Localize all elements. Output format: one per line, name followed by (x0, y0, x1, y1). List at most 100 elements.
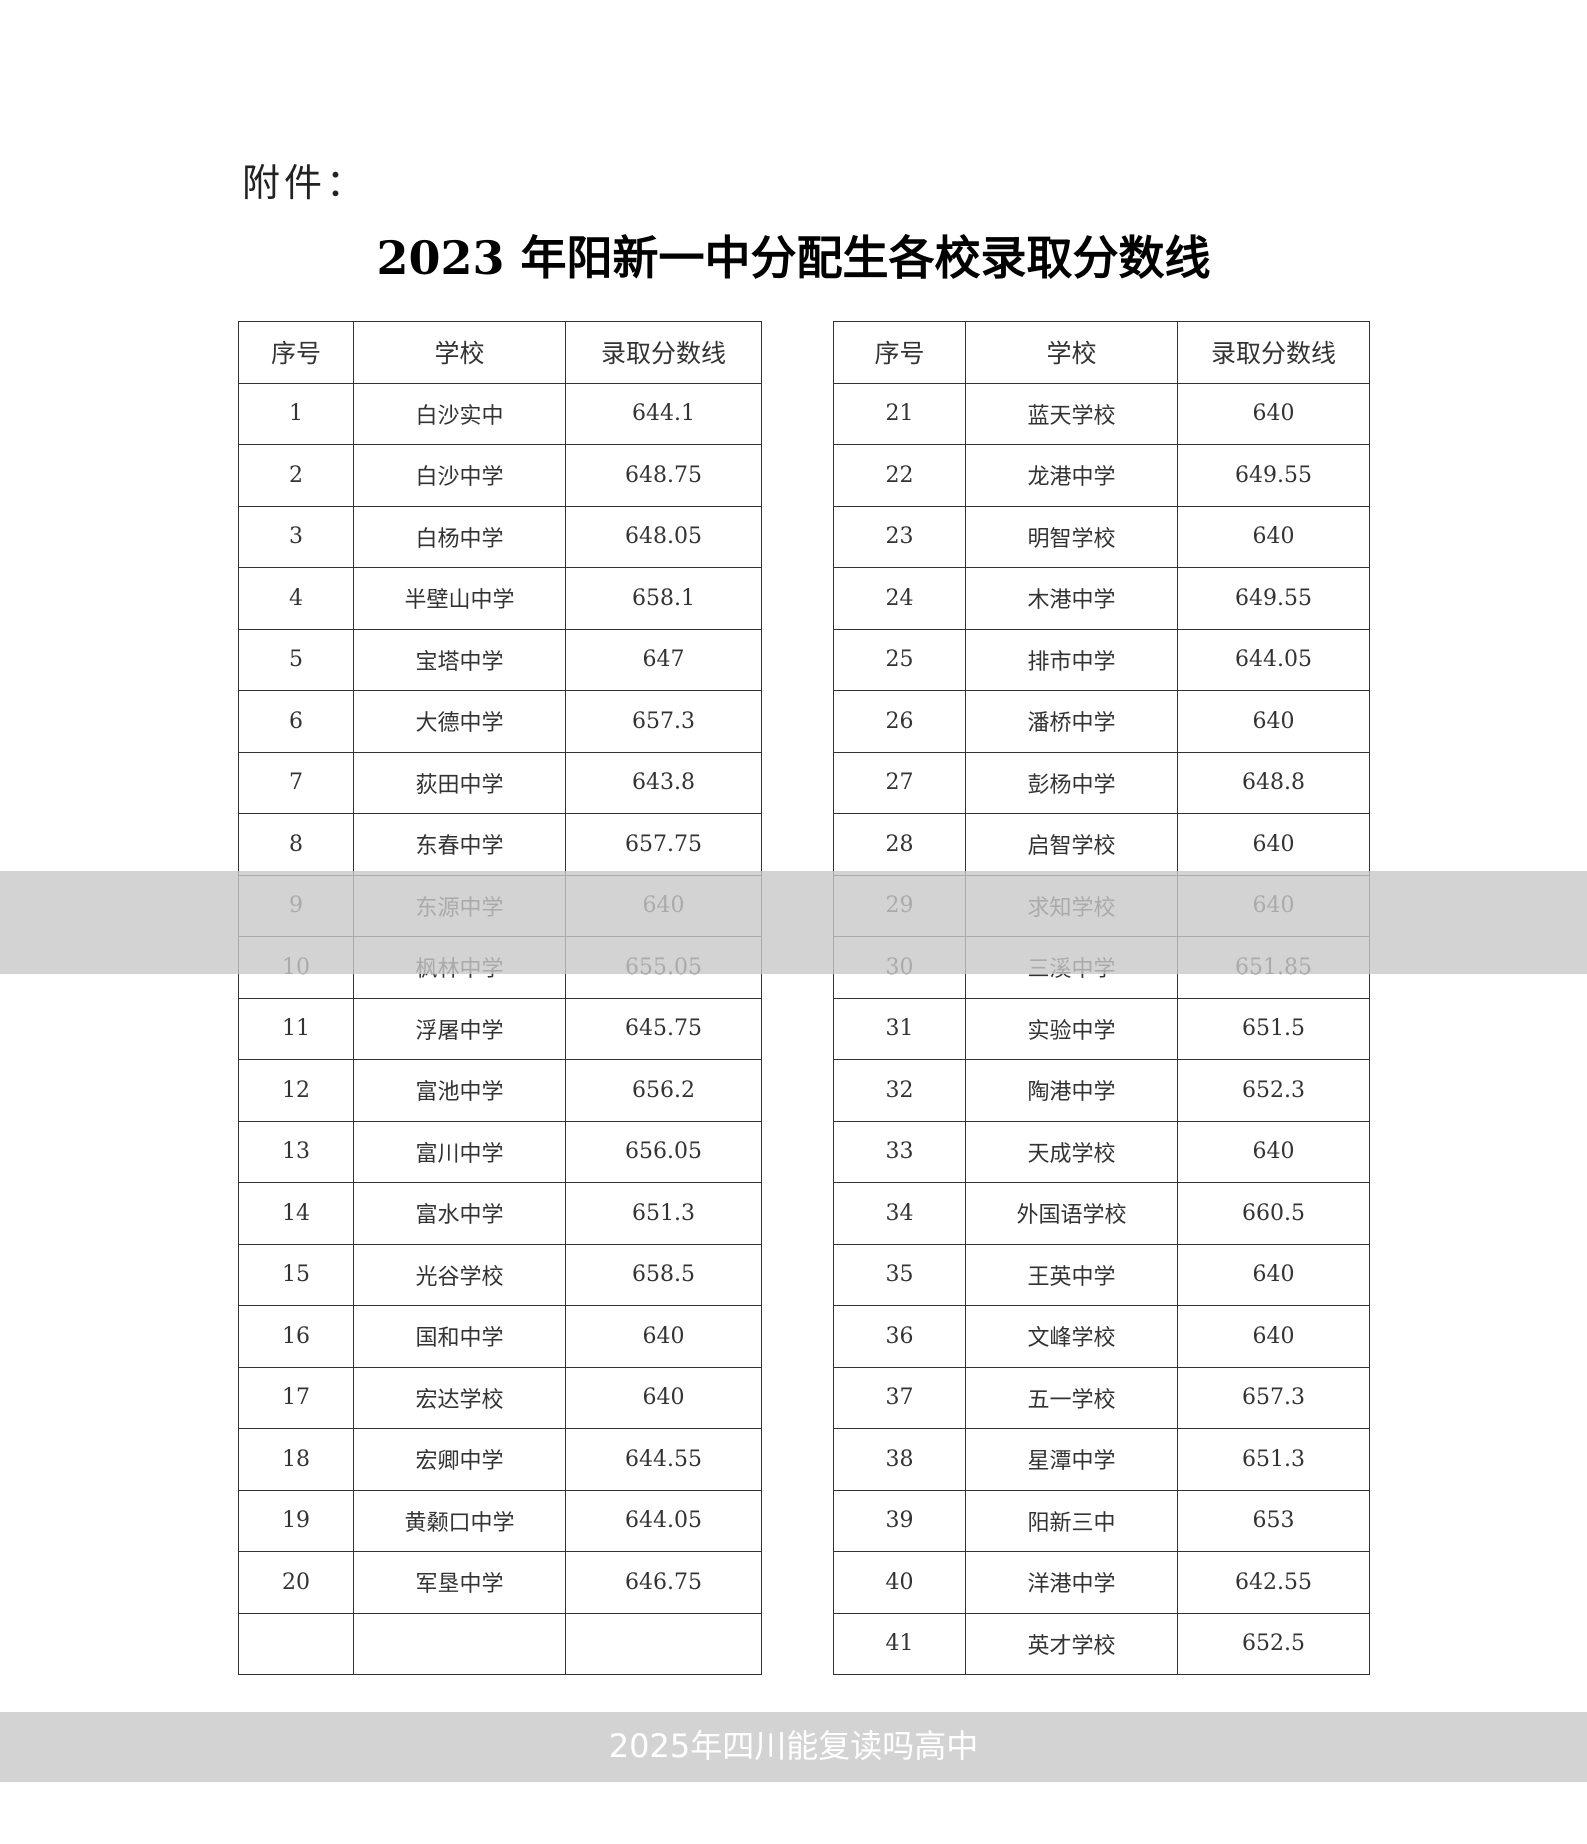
watermark-band (0, 871, 1587, 974)
cell-school: 外国语学校 (965, 1182, 1178, 1245)
table-row: 31 实验中学 651.5 (833, 997, 1370, 1060)
table-row: 5 宝塔中学 647 (238, 628, 762, 691)
cell-school: 陶港中学 (965, 1059, 1178, 1122)
cell-index: 17 (238, 1366, 354, 1429)
cell-score: 651.5 (1177, 997, 1370, 1060)
cell-score: 647 (565, 628, 762, 691)
table-row: 22 龙港中学 649.55 (833, 444, 1370, 507)
cell-index: 28 (833, 813, 966, 876)
cell-index: 26 (833, 690, 966, 753)
cell-index: 34 (833, 1182, 966, 1245)
cell-school: 东春中学 (353, 813, 566, 876)
table-row: 32 陶港中学 652.3 (833, 1059, 1370, 1122)
table-row: 11 浮屠中学 645.75 (238, 997, 762, 1060)
cell-index: 16 (238, 1305, 354, 1368)
cell-score: 648.8 (1177, 751, 1370, 814)
table-row: 21 蓝天学校 640 (833, 382, 1370, 445)
cell-school: 白杨中学 (353, 505, 566, 568)
cell-school: 阳新三中 (965, 1489, 1178, 1552)
table-row: 4 半壁山中学 658.1 (238, 567, 762, 630)
cell-score: 648.05 (565, 505, 762, 568)
cell-index: 1 (238, 382, 354, 445)
cell-index: 13 (238, 1120, 354, 1183)
cell-school: 洋港中学 (965, 1551, 1178, 1614)
table-row (238, 1612, 762, 1675)
cell-school: 木港中学 (965, 567, 1178, 630)
header-index: 序号 (833, 321, 966, 384)
cell-score: 646.75 (565, 1551, 762, 1614)
cell-score: 651.3 (1177, 1428, 1370, 1491)
table-row: 18 宏卿中学 644.55 (238, 1428, 762, 1491)
cell-score: 658.5 (565, 1243, 762, 1306)
table-row: 23 明智学校 640 (833, 505, 1370, 568)
cell-score: 643.8 (565, 751, 762, 814)
cell-index: 39 (833, 1489, 966, 1552)
cell-school: 实验中学 (965, 997, 1178, 1060)
cell-index: 27 (833, 751, 966, 814)
table-row: 24 木港中学 649.55 (833, 567, 1370, 630)
cell-school: 星潭中学 (965, 1428, 1178, 1491)
cell-school (353, 1612, 566, 1675)
cell-score: 640 (1177, 690, 1370, 753)
cell-school: 文峰学校 (965, 1305, 1178, 1368)
header-score: 录取分数线 (1177, 321, 1370, 384)
cell-school: 天成学校 (965, 1120, 1178, 1183)
cell-index: 6 (238, 690, 354, 753)
score-table-left: 序号 学校 录取分数线 1 白沙实中 644.1 2 白沙中学 648.75 3 白杨中学 64… (238, 321, 762, 1675)
watermark-text-band (0, 1712, 1587, 1782)
table-row: 17 宏达学校 640 (238, 1366, 762, 1429)
cell-school: 军垦中学 (353, 1551, 566, 1614)
header-index: 序号 (238, 321, 354, 384)
page-title: 2023 年阳新一中分配生各校录取分数线 (376, 231, 1211, 285)
cell-score: 652.5 (1177, 1612, 1370, 1675)
cell-index: 5 (238, 628, 354, 691)
table-row: 41 英才学校 652.5 (833, 1612, 1370, 1675)
cell-score: 653 (1177, 1489, 1370, 1552)
cell-index: 8 (238, 813, 354, 876)
cell-index (238, 1612, 354, 1675)
cell-index: 7 (238, 751, 354, 814)
table-row: 27 彭杨中学 648.8 (833, 751, 1370, 814)
cell-index: 11 (238, 997, 354, 1060)
cell-index: 18 (238, 1428, 354, 1491)
cell-index: 19 (238, 1489, 354, 1552)
cell-score: 640 (1177, 505, 1370, 568)
cell-index: 37 (833, 1366, 966, 1429)
cell-index: 21 (833, 382, 966, 445)
cell-school: 光谷学校 (353, 1243, 566, 1306)
cell-school: 富池中学 (353, 1059, 566, 1122)
cell-school: 潘桥中学 (965, 690, 1178, 753)
table-row: 37 五一学校 657.3 (833, 1366, 1370, 1429)
table-row: 28 启智学校 640 (833, 813, 1370, 876)
cell-score: 657.3 (565, 690, 762, 753)
cell-index: 38 (833, 1428, 966, 1491)
cell-school: 荻田中学 (353, 751, 566, 814)
cell-school: 蓝天学校 (965, 382, 1178, 445)
cell-score: 644.05 (1177, 628, 1370, 691)
cell-index: 36 (833, 1305, 966, 1368)
cell-score: 644.05 (565, 1489, 762, 1552)
score-table-right: 序号 学校 录取分数线 21 蓝天学校 640 22 龙港中学 649.55 23 明智学校 6… (833, 321, 1370, 1675)
cell-score: 656.2 (565, 1059, 762, 1122)
cell-index: 14 (238, 1182, 354, 1245)
cell-index: 4 (238, 567, 354, 630)
cell-score: 645.75 (565, 997, 762, 1060)
cell-score: 652.3 (1177, 1059, 1370, 1122)
cell-school: 启智学校 (965, 813, 1178, 876)
cell-school: 半壁山中学 (353, 567, 566, 630)
cell-score: 644.1 (565, 382, 762, 445)
cell-school: 宝塔中学 (353, 628, 566, 691)
cell-index: 23 (833, 505, 966, 568)
cell-school: 龙港中学 (965, 444, 1178, 507)
cell-school: 富水中学 (353, 1182, 566, 1245)
cell-score: 642.55 (1177, 1551, 1370, 1614)
table-row: 12 富池中学 656.2 (238, 1059, 762, 1122)
table-row: 39 阳新三中 653 (833, 1489, 1370, 1552)
cell-score: 640 (1177, 1120, 1370, 1183)
cell-school: 富川中学 (353, 1120, 566, 1183)
cell-score: 640 (565, 1366, 762, 1429)
cell-school: 英才学校 (965, 1612, 1178, 1675)
cell-school: 浮屠中学 (353, 997, 566, 1060)
cell-index: 32 (833, 1059, 966, 1122)
cell-score: 649.55 (1177, 444, 1370, 507)
